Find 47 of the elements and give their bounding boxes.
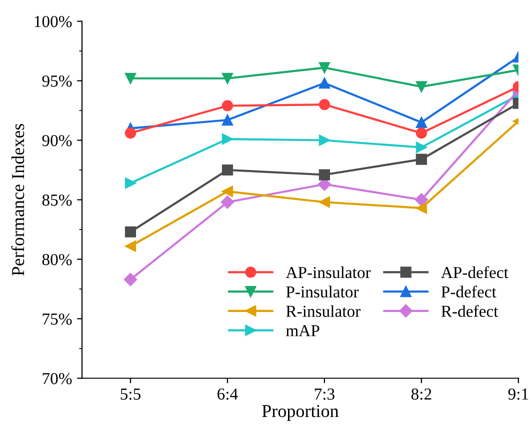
legend-label: P-defect <box>441 286 496 298</box>
point <box>220 196 234 209</box>
point <box>318 169 330 180</box>
y-tick-label: 100% <box>34 16 72 28</box>
y-tick-label: 80% <box>42 254 72 266</box>
point <box>222 164 234 176</box>
x-tick-label: 8:2 <box>411 388 432 400</box>
x-tick-label: 9:1 <box>508 388 528 400</box>
point <box>222 100 234 112</box>
point <box>124 272 138 286</box>
point <box>124 178 136 189</box>
point <box>124 72 136 84</box>
point <box>416 142 427 153</box>
point <box>222 114 234 126</box>
point <box>318 78 330 89</box>
x-tick-label: 5:5 <box>120 388 140 400</box>
point <box>416 128 427 139</box>
legend-label: R-defect <box>441 305 498 317</box>
point <box>124 226 136 238</box>
x-tick-label: 6:4 <box>218 388 238 400</box>
legend-label: AP-insulator <box>286 266 371 278</box>
y-tick-label: 85% <box>42 194 72 206</box>
x-tick-label: 7:3 <box>314 388 334 400</box>
point <box>416 81 427 92</box>
point <box>318 62 330 74</box>
point <box>318 98 330 110</box>
point <box>222 186 234 197</box>
point <box>414 193 428 206</box>
point <box>416 116 427 128</box>
point <box>416 202 427 214</box>
point <box>124 128 136 139</box>
point <box>318 196 330 208</box>
x-axis-title: Proportion <box>262 405 339 421</box>
legend-label: mAP <box>286 325 320 336</box>
point <box>318 134 330 146</box>
legend-label: AP-defect <box>441 266 508 278</box>
point <box>124 240 136 252</box>
y-tick-label: 75% <box>42 313 72 325</box>
legend-label: P-insulator <box>286 286 359 298</box>
y-tick-label: 70% <box>42 372 72 384</box>
legend-label: R-insulator <box>286 305 361 317</box>
y-tick-label: 95% <box>42 75 72 87</box>
point <box>222 72 234 84</box>
point <box>416 154 427 165</box>
y-axis-title: Performance Indexes <box>11 124 24 276</box>
y-tick-label: 90% <box>42 134 72 146</box>
point <box>222 134 234 145</box>
